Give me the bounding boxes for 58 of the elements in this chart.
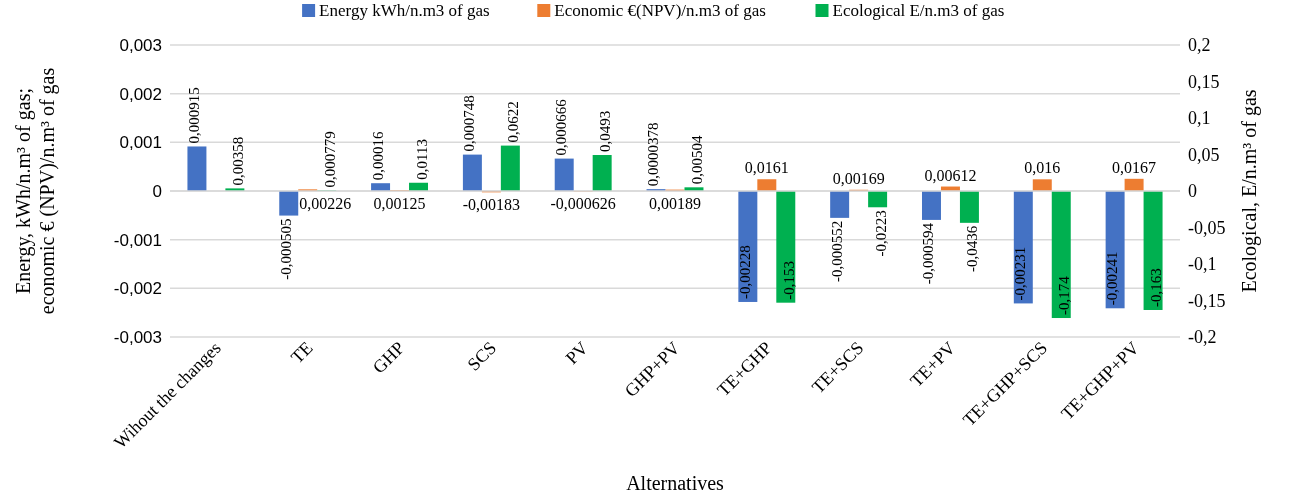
data-label: -0,0223 <box>872 210 889 257</box>
data-label: -0,000552 <box>828 220 845 283</box>
data-label: -0,00241 <box>1104 251 1121 306</box>
y2-tick-label: 0,1 <box>1188 108 1211 128</box>
y-tick-label: -0,002 <box>113 279 162 299</box>
data-label: 0,00189 <box>649 195 701 212</box>
data-label: 0,0161 <box>744 159 789 177</box>
data-label: 0,000666 <box>553 98 570 156</box>
data-label: 0,0167 <box>1112 158 1157 176</box>
y-tick-label: -0,001 <box>113 230 162 250</box>
y-tick-label: -0,003 <box>113 328 162 347</box>
y-tick-label: 0,002 <box>119 84 162 104</box>
y-tick-label: 0,001 <box>119 133 162 153</box>
y2-tick-label: -0,2 <box>1188 327 1217 347</box>
y2-axis-title: Ecological, E/n.m³ of gas <box>1238 89 1261 293</box>
data-label: -0,00231 <box>1012 246 1029 301</box>
y2-tick-label: -0,05 <box>1188 217 1226 238</box>
y2-tick-label: -0,15 <box>1188 290 1226 311</box>
data-label: 0,00358 <box>229 136 246 186</box>
data-label: -0,174 <box>1056 275 1073 316</box>
x-tick-label: SCS <box>463 337 501 375</box>
data-label: 0,0000378 <box>645 122 662 187</box>
y2-tick-label: 0,2 <box>1188 35 1211 55</box>
data-label: 0,00504 <box>688 135 705 185</box>
data-label: -0,000626 <box>550 195 616 213</box>
y-tick-label: 0,003 <box>119 36 162 55</box>
data-label: 0,0493 <box>597 110 614 153</box>
legend-label: Energy kWh/n.m3 of gas <box>319 1 490 20</box>
x-tick-label: PV <box>561 337 593 369</box>
y2-tick-label: 0,05 <box>1188 144 1220 165</box>
x-tick-label: GHP <box>368 337 409 378</box>
data-label: -0,163 <box>1148 268 1165 307</box>
legend-label: Ecological E/n.m3 of gas <box>832 1 1005 20</box>
data-label: 0,00226 <box>299 195 352 212</box>
legend-label: Economic €(NPV)/n.m3 of gas <box>554 1 766 20</box>
x-tick-label: TE <box>286 337 317 368</box>
data-label: 0,000748 <box>461 95 478 152</box>
y2-tick-label: -0,1 <box>1188 254 1217 274</box>
data-label: 0,00169 <box>832 169 885 187</box>
data-label: 0,00612 <box>924 166 977 184</box>
data-label: 0,000779 <box>321 131 338 188</box>
y-axis-title: Energy, kWh/n.m³ of gas; economic € (NPV)/n.m³ of gas <box>12 67 59 315</box>
data-label: 0,000915 <box>185 87 202 144</box>
y2-tick-label: 0 <box>1188 181 1197 201</box>
y-tick-label: 0 <box>152 182 162 201</box>
data-label: 0,00016 <box>369 130 386 181</box>
data-label: -0,000505 <box>277 218 294 280</box>
data-label: -0,153 <box>780 260 797 300</box>
x-axis-title: Alternatives <box>626 472 725 494</box>
data-label: 0,0622 <box>505 101 522 143</box>
data-label: 0,00125 <box>373 195 426 212</box>
data-label: -0,00183 <box>462 196 521 214</box>
y2-tick-label: 0,15 <box>1188 71 1220 92</box>
data-label: -0,0436 <box>964 225 981 273</box>
data-label: -0,00228 <box>736 245 753 299</box>
data-label: 0,016 <box>1024 159 1061 177</box>
data-label: 0,0113 <box>413 139 430 180</box>
data-label: -0,000594 <box>920 222 937 285</box>
